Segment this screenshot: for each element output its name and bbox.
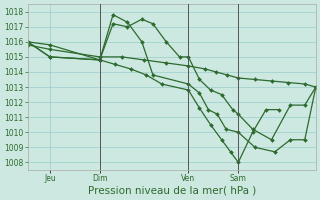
X-axis label: Pression niveau de la mer( hPa ): Pression niveau de la mer( hPa ) — [88, 186, 256, 196]
